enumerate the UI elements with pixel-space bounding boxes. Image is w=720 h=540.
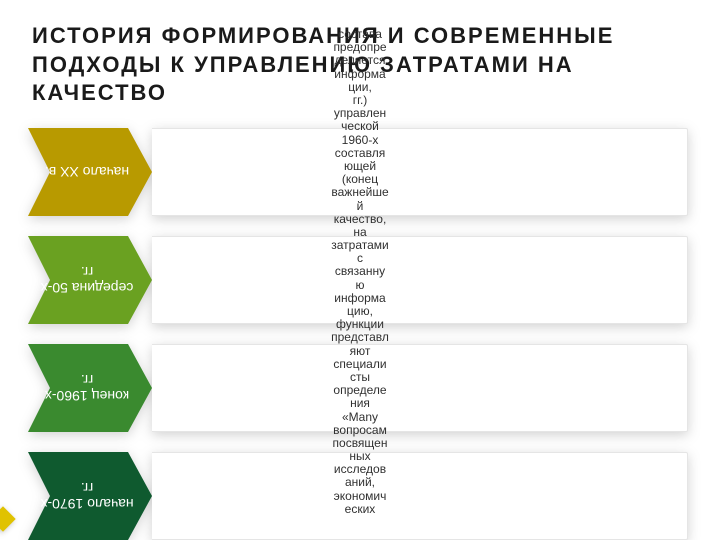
chevron-label: конец 1960-х гг. bbox=[32, 344, 142, 432]
slide-title: ИСТОРИЯ ФОРМИРОВАНИЯ И СОВРЕМЕННЫЕ ПОДХО… bbox=[32, 22, 632, 108]
chevron-label: начало 1970-х гг. bbox=[32, 452, 142, 540]
chevron-arrow: начало XX в. bbox=[32, 128, 152, 216]
row-content-box bbox=[152, 452, 688, 540]
slide: ИСТОРИЯ ФОРМИРОВАНИЯ И СОВРЕМЕННЫЕ ПОДХО… bbox=[0, 0, 720, 540]
chevron-arrow: конец 1960-х гг. bbox=[32, 344, 152, 432]
chevron-label: начало XX в. bbox=[32, 128, 142, 216]
row-content-box bbox=[152, 344, 688, 432]
process-row: начало XX в. bbox=[32, 128, 688, 216]
process-row: конец 1960-х гг. bbox=[32, 344, 688, 432]
row-content-box bbox=[152, 128, 688, 216]
process-row: середина 50-х гг. bbox=[32, 236, 688, 324]
chevron-arrow: середина 50-х гг. bbox=[32, 236, 152, 324]
row-content-box bbox=[152, 236, 688, 324]
process-row: начало 1970-х гг. bbox=[32, 452, 688, 540]
chevron-label: середина 50-х гг. bbox=[32, 236, 142, 324]
accent-diamond bbox=[0, 506, 16, 531]
process-rows: начало XX в. середина 50-х гг. конец 196… bbox=[32, 128, 688, 540]
chevron-arrow: начало 1970-х гг. bbox=[32, 452, 152, 540]
